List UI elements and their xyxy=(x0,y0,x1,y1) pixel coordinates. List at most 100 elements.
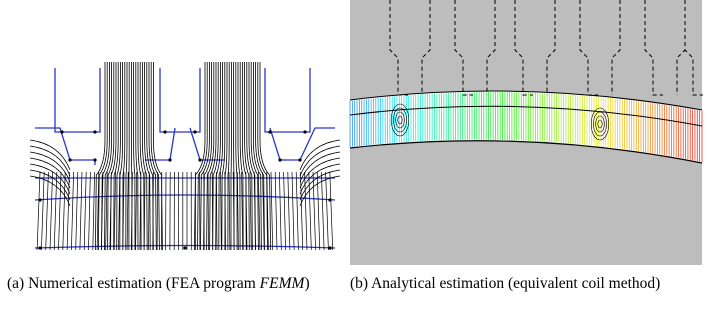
femm-flux-line xyxy=(139,171,142,251)
femm-flux-line xyxy=(148,62,157,251)
femm-flux-line xyxy=(143,171,146,251)
femm-flux-line xyxy=(216,171,218,251)
femm-flux-line xyxy=(244,62,250,251)
femm-flux-line xyxy=(262,171,265,251)
femm-flux-line xyxy=(228,171,231,251)
femm-flux-line xyxy=(203,62,212,251)
femm-mesh-node xyxy=(278,158,282,162)
femm-flux-line xyxy=(113,171,116,251)
equivalent-coil-loop xyxy=(590,107,610,141)
caption-b-text: (b) Analytical estimation (equivalent co… xyxy=(350,275,661,292)
femm-mesh-node xyxy=(68,158,72,162)
subfigure-b-caption: (b) Analytical estimation (equivalent co… xyxy=(350,274,696,293)
stator-slot-dashed xyxy=(579,0,598,96)
rotor-outer-arc xyxy=(349,90,703,111)
femm-flux-line xyxy=(139,62,145,251)
femm-flux-line xyxy=(253,171,256,251)
femm-mesh-node xyxy=(168,158,172,162)
stator-slot-dashed xyxy=(454,0,473,96)
femm-flux-line xyxy=(232,171,235,251)
caption-a-suffix: ) xyxy=(304,275,310,292)
femm-flux-line xyxy=(259,62,271,251)
femm-mesh-node xyxy=(298,158,302,162)
stator-slot-dashed xyxy=(514,0,533,96)
femm-flux-line xyxy=(237,171,239,251)
femm-flux-line xyxy=(258,171,261,251)
femm-flux-line xyxy=(133,62,136,251)
femm-flux-line xyxy=(96,171,100,251)
femm-flux-line xyxy=(248,62,256,251)
femm-flux-line xyxy=(241,171,244,251)
femm-flux-line xyxy=(291,171,295,251)
analytical-flux-plot-svg xyxy=(349,0,703,265)
femm-flux-line xyxy=(75,171,79,251)
femm-flux-line xyxy=(150,62,160,251)
femm-flux-line xyxy=(227,62,230,251)
femm-mesh-node xyxy=(163,130,167,134)
femm-flux-line xyxy=(211,171,214,251)
femm-mesh-node xyxy=(198,158,202,162)
stator-slot-dashed xyxy=(684,0,703,96)
femm-flux-line xyxy=(197,62,208,251)
rotor-inner-arc xyxy=(349,140,703,164)
femm-flux-line xyxy=(221,62,226,251)
femm-flux-line xyxy=(101,62,110,251)
femm-mesh-node xyxy=(38,198,42,202)
femm-mesh-node xyxy=(183,246,187,250)
femm-flux-line xyxy=(212,62,219,251)
equivalent-coil-loop xyxy=(595,115,605,133)
femm-flux-line xyxy=(125,62,128,251)
femm-geometry-outline xyxy=(35,127,96,165)
femm-flux-line xyxy=(246,62,253,251)
femm-flux-line xyxy=(312,171,316,251)
femm-flux-line xyxy=(109,171,112,251)
subfigure-b-analytical-plot xyxy=(345,0,707,265)
femm-flux-line xyxy=(316,171,321,251)
equivalent-coil-loop xyxy=(593,111,607,137)
femm-flux-line xyxy=(206,62,215,251)
femm-flux-line xyxy=(122,62,126,251)
subfigure-a-femm-plot xyxy=(0,0,350,265)
femm-mesh-node xyxy=(303,130,307,134)
femm-geometry-outline xyxy=(54,68,101,133)
femm-mesh-node xyxy=(38,246,42,250)
stator-slot-dashed xyxy=(644,0,663,96)
equivalent-coil-loop xyxy=(597,119,603,129)
femm-flux-line xyxy=(118,171,121,251)
femm-flux-line xyxy=(239,62,244,251)
femm-flux-line xyxy=(79,171,83,251)
femm-geometry-outline xyxy=(34,244,336,249)
femm-flux-line xyxy=(153,62,163,251)
femm-flux-line xyxy=(218,62,223,251)
femm-flux-line xyxy=(295,171,299,251)
femm-flux-line xyxy=(53,171,58,251)
femm-mesh-node xyxy=(268,130,272,134)
femm-flux-line xyxy=(98,62,108,251)
femm-flux-line xyxy=(49,171,53,251)
femm-flux-line xyxy=(207,171,209,251)
femm-flux-line xyxy=(104,62,112,251)
stator-slot-dashed xyxy=(421,0,431,95)
femm-mesh-node xyxy=(93,130,97,134)
femm-fringe-line xyxy=(299,157,341,189)
femm-flux-line xyxy=(245,171,248,251)
femm-flux-line xyxy=(300,171,304,251)
femm-fringe-line xyxy=(299,145,341,177)
stator-slot-dashed xyxy=(486,0,496,95)
femm-mesh-node xyxy=(60,130,64,134)
stator-slot-dashed xyxy=(611,0,621,95)
femm-flux-line xyxy=(126,171,129,251)
femm-flux-line xyxy=(101,171,104,251)
femm-flux-line xyxy=(71,171,74,251)
femm-fringe-line xyxy=(299,169,341,201)
femm-fringe-line xyxy=(299,151,341,183)
femm-flux-line xyxy=(237,62,241,251)
femm-flux-line xyxy=(220,171,222,251)
femm-flux-line xyxy=(45,171,49,251)
femm-flux-line xyxy=(321,171,325,251)
femm-geometry-outline xyxy=(264,68,311,133)
femm-fringe-line xyxy=(29,157,71,189)
femm-flux-line xyxy=(146,62,154,251)
femm-flux-line xyxy=(142,62,148,251)
femm-flux-line xyxy=(144,62,151,251)
